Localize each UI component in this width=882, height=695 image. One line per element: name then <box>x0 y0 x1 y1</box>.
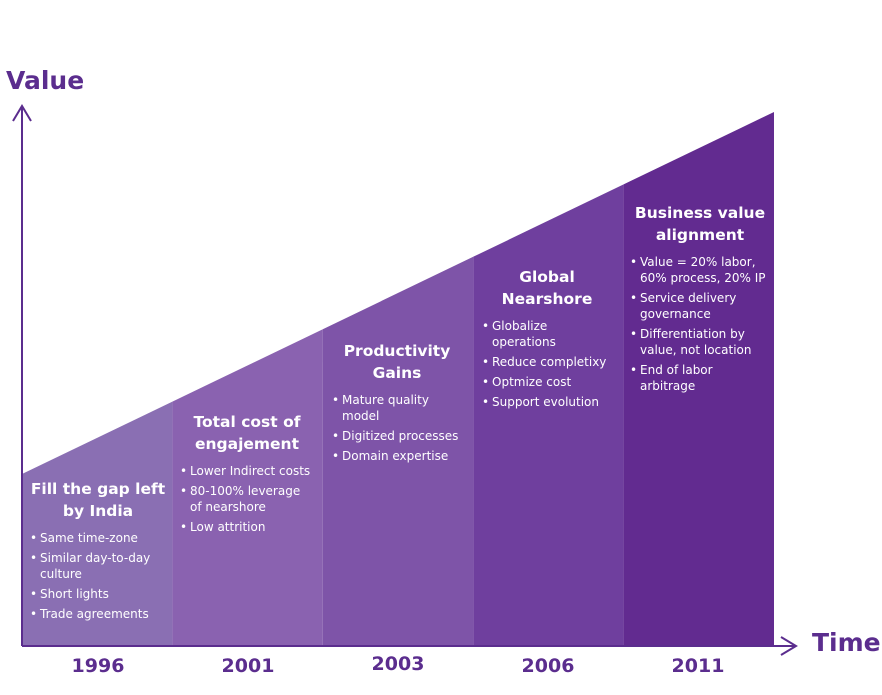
stage-items: Value = 20% labor, 60% process, 20% IP S… <box>630 254 770 394</box>
stage-title: Business value alignment <box>634 204 766 244</box>
stage-item: End of labor arbitrage <box>630 362 770 394</box>
axes <box>12 104 798 656</box>
stage-item: Trade agreements <box>30 606 166 622</box>
stage-2006: Global Nearshore Globalize operations Re… <box>482 266 612 414</box>
stage-items: Same time-zone Similar day-to-day cultur… <box>30 530 166 622</box>
stage-item: Lower Indirect costs <box>180 463 314 479</box>
stage-item: Short lights <box>30 586 166 602</box>
stage-items: Mature quality model Digitized processes… <box>332 392 462 464</box>
stage-item: Similar day-to-day culture <box>30 550 166 582</box>
stage-item: Digitized processes <box>332 428 462 444</box>
stage-bands <box>22 112 774 646</box>
year-label-2001: 2001 <box>221 655 275 677</box>
stage-title: Fill the gap left by India <box>30 480 166 520</box>
stage-item: Globalize operations <box>482 318 612 350</box>
stage-item: Optmize cost <box>482 374 612 390</box>
x-axis-label: Time <box>812 628 881 657</box>
stage-title: Total cost of engajement <box>193 413 301 453</box>
stage-item: Support evolution <box>482 394 612 410</box>
stage-item: Differentiation by value, not location <box>630 326 770 358</box>
y-axis-arrow-icon <box>12 104 32 122</box>
stage-2011: Business value alignment Value = 20% lab… <box>630 202 770 398</box>
stage-item: Same time-zone <box>30 530 166 546</box>
stage-item: Reduce completixy <box>482 354 612 370</box>
stage-items: Lower Indirect costs 80-100% leverage of… <box>180 463 314 535</box>
stage-item: Mature quality model <box>332 392 462 424</box>
stage-2001: Total cost of engajement Lower Indirect … <box>180 411 314 539</box>
stage-band-2006 <box>473 184 624 646</box>
stage-title: Productivity Gains <box>343 342 451 382</box>
stage-item: Value = 20% labor, 60% process, 20% IP <box>630 254 770 286</box>
year-label-2003: 2003 <box>371 653 425 675</box>
year-label-2011: 2011 <box>671 655 725 677</box>
stage-item: Low attrition <box>180 519 314 535</box>
stage-band-1996 <box>22 401 173 646</box>
stage-item: 80-100% leverage of nearshore <box>180 483 314 515</box>
stage-title: Global Nearshore <box>501 268 593 308</box>
stage-1996: Fill the gap left by India Same time-zon… <box>30 478 166 626</box>
stage-item: Domain expertise <box>332 448 462 464</box>
year-label-2006: 2006 <box>521 655 575 677</box>
x-axis-arrow-icon <box>780 636 798 656</box>
stage-2003: Productivity Gains Mature quality model … <box>332 340 462 468</box>
y-axis-label: Value <box>6 66 85 95</box>
year-label-1996: 1996 <box>71 655 125 677</box>
stage-item: Service delivery governance <box>630 290 770 322</box>
stage-items: Globalize operations Reduce completixy O… <box>482 318 612 410</box>
